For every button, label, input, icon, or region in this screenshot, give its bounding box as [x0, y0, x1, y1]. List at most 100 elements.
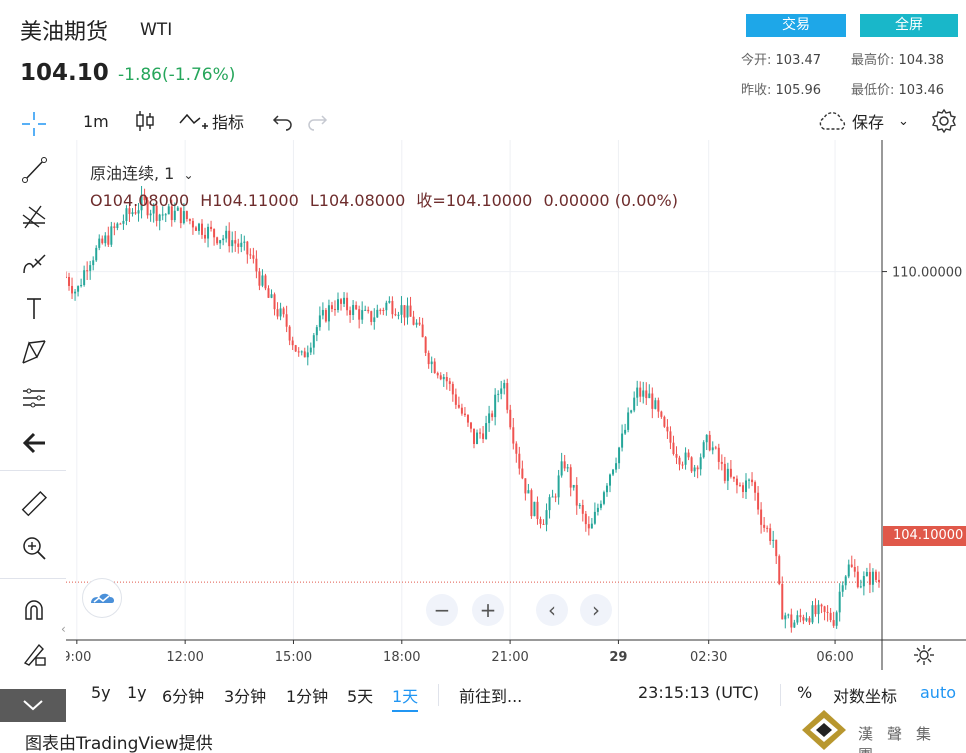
price-chart[interactable]: 110.00000 9:00 12:00 15:00 18:00 21:00 29 02:30… [66, 140, 966, 670]
redo-icon[interactable] [306, 108, 328, 134]
interval-selector[interactable]: 1m [83, 111, 109, 131]
candle-body [321, 309, 324, 316]
candle-style-icon[interactable] [134, 108, 156, 134]
candle-body [527, 490, 530, 494]
candle-body [557, 475, 560, 498]
candle-body [161, 214, 164, 216]
candle-body [473, 428, 475, 444]
series-name-dropdown[interactable]: 原油连续, 1 ⌄ [90, 160, 194, 184]
ruler-icon[interactable] [14, 486, 54, 522]
range-5y[interactable]: 5y [91, 683, 111, 702]
candle-body [560, 461, 563, 476]
range-6min[interactable]: 6分钟 [162, 687, 205, 706]
scroll-left-button[interactable]: ‹ [536, 594, 568, 626]
fullscreen-button[interactable]: 全屏 [860, 14, 958, 37]
candle-body [343, 297, 346, 304]
candle-body [745, 480, 747, 493]
candle-body [427, 352, 430, 365]
chevron-down-icon[interactable]: ⌄ [898, 113, 909, 129]
trade-button[interactable]: 交易 [746, 14, 846, 37]
percent-toggle[interactable]: % [797, 683, 813, 702]
candle-body [654, 400, 657, 409]
tradingview-credit[interactable]: 图表由TradingView提供 [25, 734, 213, 753]
zoom-out-button[interactable]: − [426, 594, 458, 626]
candle-body [216, 237, 219, 244]
fib-icon[interactable] [14, 198, 54, 234]
candle-body [421, 324, 424, 338]
candle-body [282, 308, 285, 315]
scroll-right-button[interactable]: › [580, 594, 612, 626]
candle-body [482, 433, 485, 439]
goto-date-button[interactable]: 前往到... [459, 687, 523, 706]
candle-body [134, 212, 137, 214]
candle-body [612, 469, 615, 475]
candle-body [149, 213, 152, 216]
candle-body [757, 492, 760, 510]
range-1y[interactable]: 1y [127, 683, 147, 702]
trendline-icon[interactable] [14, 152, 54, 188]
axis-settings-icon[interactable] [912, 643, 936, 671]
lock-drawing-icon[interactable] [14, 636, 54, 672]
zoom-in-icon[interactable] [14, 530, 54, 566]
candle-body [158, 214, 161, 221]
zoom-in-button[interactable]: + [472, 594, 504, 626]
pattern-icon[interactable] [14, 334, 54, 370]
candle-body [760, 509, 763, 525]
save-button[interactable]: 保存 ⌄ [816, 108, 909, 134]
settings-gear-icon[interactable] [931, 108, 957, 134]
candle-body [735, 478, 738, 486]
candle-body [775, 539, 778, 557]
measure-icon[interactable] [14, 380, 54, 416]
candle-body [466, 415, 469, 423]
range-1min[interactable]: 1分钟 [286, 687, 329, 706]
candle-body [152, 205, 155, 214]
log-scale-toggle[interactable]: 对数坐标 [833, 687, 898, 706]
candle-body [820, 604, 823, 607]
range-3min[interactable]: 3分钟 [224, 687, 267, 706]
collapse-toolbar-button[interactable] [0, 689, 66, 722]
legend-close: 收=104.10000 [416, 191, 533, 210]
candle-body [237, 243, 240, 247]
candle-body [711, 447, 714, 451]
utc-clock[interactable]: 23:15:13 (UTC) [638, 683, 760, 702]
candle-body [657, 400, 660, 412]
crosshair-icon[interactable] [14, 106, 54, 142]
candle-body [602, 492, 605, 504]
candle-body [197, 223, 200, 231]
brush-icon[interactable] [14, 244, 54, 280]
candle-body [288, 326, 291, 341]
candle-body [874, 571, 877, 580]
series-name: 原油连续, 1 [90, 164, 175, 183]
magnet-icon[interactable] [14, 592, 54, 628]
candle-body [306, 352, 309, 358]
stat-high-value: 104.38 [898, 53, 945, 68]
candle-body [569, 467, 572, 488]
candle-body [430, 361, 433, 365]
candle-body [554, 496, 557, 498]
back-arrow-icon[interactable] [14, 425, 54, 461]
candle-body [497, 393, 500, 395]
indicators-button[interactable]: 指标 [178, 108, 244, 134]
candle-body [448, 381, 451, 384]
range-5day[interactable]: 5天 [347, 687, 374, 706]
candle-body [388, 300, 391, 303]
undo-icon[interactable] [272, 108, 294, 134]
candle-body [829, 612, 832, 621]
candle-body [533, 501, 536, 517]
candle-body [512, 427, 515, 444]
candle-body [639, 387, 642, 397]
range-1day[interactable]: 1天 [392, 683, 419, 712]
candle-body [71, 285, 74, 294]
tradingview-logo-icon[interactable] [82, 578, 122, 618]
candle-body [324, 309, 327, 322]
candle-body [690, 457, 693, 472]
collapse-handle-icon[interactable]: ‹ [61, 622, 66, 636]
text-icon[interactable] [14, 290, 54, 326]
candle-body [823, 606, 826, 612]
candle-body [204, 234, 207, 239]
auto-scale-toggle[interactable]: auto [920, 683, 957, 702]
candle-body [185, 211, 188, 220]
candle-body [708, 434, 711, 451]
candle-body [802, 617, 805, 621]
candle-body [403, 305, 406, 318]
